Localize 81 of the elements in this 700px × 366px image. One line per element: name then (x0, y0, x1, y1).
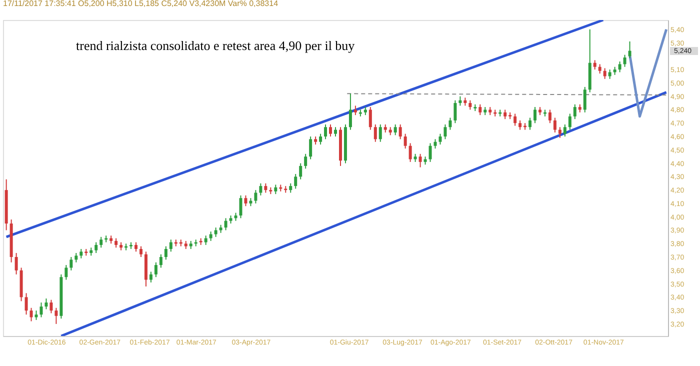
candlestick (274, 184, 278, 195)
candlestick (354, 105, 357, 116)
candlestick (294, 173, 298, 190)
candlestick (244, 194, 248, 207)
candlestick (438, 133, 442, 146)
candlestick (164, 246, 168, 260)
candlestick (64, 264, 68, 280)
candlestick (224, 218, 228, 231)
candlestick (74, 252, 78, 263)
candlestick (558, 126, 562, 138)
candlestick (568, 113, 572, 130)
candlestick (563, 124, 566, 137)
candlestick (534, 106, 536, 124)
candlestick (573, 104, 576, 120)
candlestick (528, 117, 532, 130)
candlestick (329, 124, 332, 137)
candlestick (50, 299, 53, 314)
candlestick (368, 106, 372, 130)
candlestick (169, 239, 172, 252)
candlestick (598, 64, 602, 74)
candlestick (324, 124, 328, 140)
candlestick (309, 136, 312, 160)
candlestick (149, 271, 152, 283)
candlestick (239, 194, 242, 219)
candlestick (394, 124, 397, 136)
candlestick (24, 292, 28, 316)
candlestick (454, 100, 457, 124)
candlestick (40, 302, 43, 318)
candlestick (593, 60, 596, 70)
candlestick (623, 54, 626, 68)
candlestick (444, 124, 447, 140)
candlestick (434, 138, 437, 150)
candlestick (608, 69, 612, 80)
candlestick (34, 310, 38, 320)
candlestick (264, 182, 268, 194)
candlestick (304, 153, 308, 170)
annotation: trend rialzista consolidato e retest area 4,90 per il buy (76, 38, 356, 53)
candlestick (14, 252, 18, 275)
candlestick (618, 61, 622, 73)
candlestick (30, 307, 33, 322)
candlestick (518, 120, 522, 130)
candlestick (299, 162, 302, 180)
candlestick (408, 142, 412, 162)
candlestick (154, 262, 158, 278)
candlestick (583, 86, 586, 113)
candlestick (448, 117, 452, 130)
candlestick (94, 242, 98, 254)
candlestick (553, 117, 556, 133)
candlestick (54, 307, 58, 324)
chart-subtitle: 17/11/2017 17:35:41 O5,200 H5,310 L5,185 C5,240 V3,4230M Var% 0,38314 (3, 0, 279, 8)
candlestick (204, 235, 208, 246)
candlestick (628, 40, 632, 59)
candlestick (44, 298, 48, 310)
candlestick (159, 254, 162, 268)
candlestick (458, 96, 462, 106)
candlestick (468, 100, 472, 110)
candlestick (209, 231, 212, 242)
candlestick (504, 109, 507, 120)
candlestick (80, 248, 83, 259)
candlestick (398, 124, 402, 140)
candlestick (289, 182, 292, 194)
candlestick (404, 133, 407, 150)
candlestick (114, 238, 118, 248)
candlestick (139, 246, 142, 258)
candlestick (100, 236, 103, 248)
candlestick (348, 93, 352, 130)
candlestick (418, 153, 422, 168)
candlestick (214, 227, 218, 238)
candlestick (254, 190, 258, 204)
candlestick (374, 124, 377, 142)
candlestick (548, 109, 552, 124)
candlestick (319, 133, 322, 146)
candlestick (334, 126, 337, 137)
candlestick (478, 104, 482, 116)
candlestick (134, 242, 138, 252)
candlestick (70, 256, 73, 271)
candlestick (378, 124, 382, 142)
candlestick (603, 68, 606, 80)
candlestick (514, 113, 517, 126)
candlestick (259, 182, 262, 196)
candlestick (428, 142, 432, 162)
